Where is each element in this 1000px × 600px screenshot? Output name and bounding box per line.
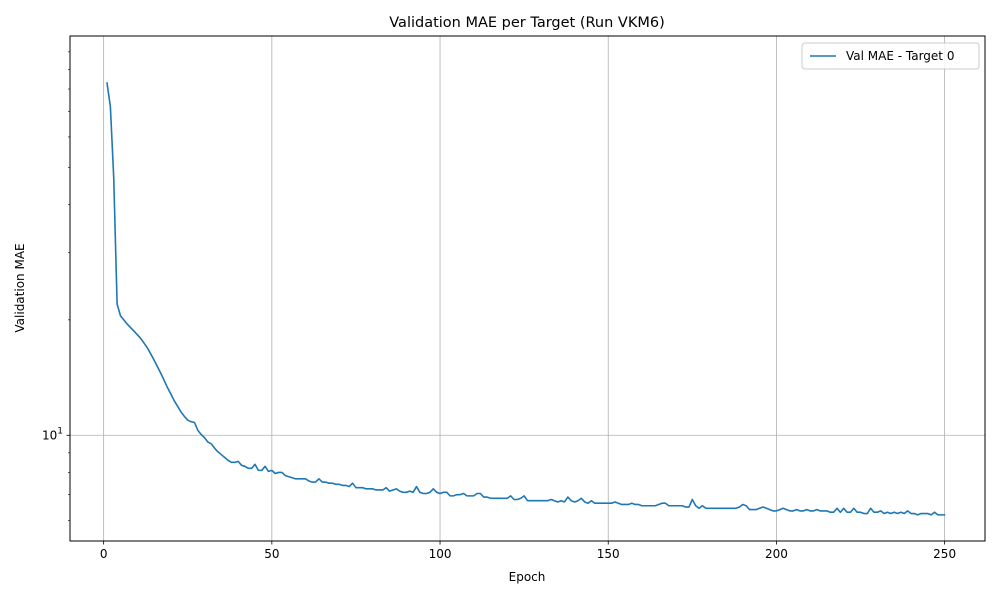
chart-title: Validation MAE per Target (Run VKM6): [389, 15, 664, 31]
series-layer: [106, 82, 946, 516]
axis-ticks: 0 50 100 150 200 250 101: [42, 51, 956, 561]
legend: Val MAE - Target 0: [801, 42, 980, 70]
plot-frame: [69, 35, 986, 542]
x-tick-label: 50: [264, 547, 279, 561]
legend-entry-label: Val MAE - Target 0: [846, 49, 954, 63]
y-tick-label: 101: [42, 426, 63, 442]
legend-box: [801, 42, 980, 70]
x-tick-label: 0: [100, 547, 108, 561]
y-axis-label: Validation MAE: [13, 243, 27, 332]
grid-lines: [70, 36, 985, 541]
x-axis-label: Epoch: [509, 570, 546, 584]
series-line-target-0: [106, 82, 946, 516]
x-tick-label: 250: [933, 547, 956, 561]
x-tick-label: 100: [429, 547, 452, 561]
x-tick-label: 150: [597, 547, 620, 561]
x-tick-label: 200: [765, 547, 788, 561]
